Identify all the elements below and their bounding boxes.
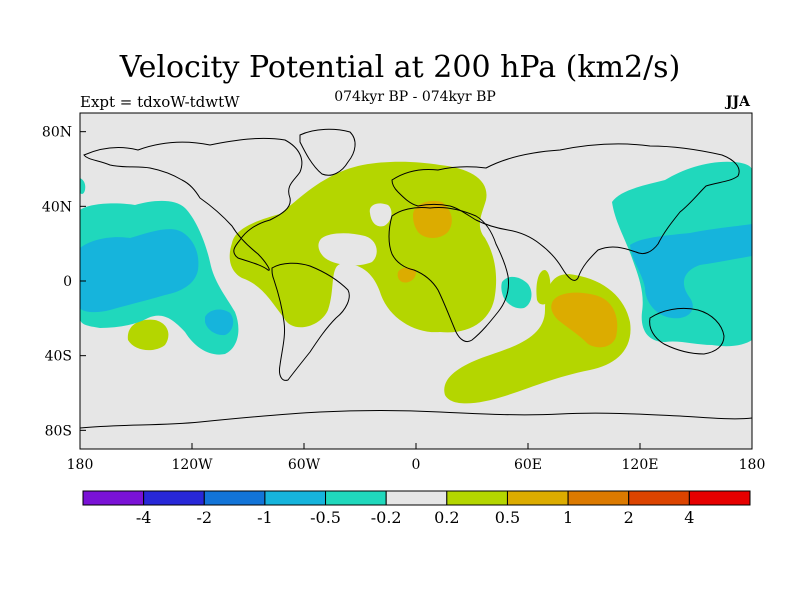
lat-tick-label: 40S <box>45 349 72 365</box>
lon-tick-label: 180 <box>67 457 94 473</box>
colorbar-swatch <box>264 490 327 506</box>
lon-tick-label: 60W <box>288 457 321 473</box>
strong-positive-region-gulf-guinea <box>397 267 416 283</box>
map-subtitle: 074kyr BP - 074kyr BP <box>334 89 496 105</box>
lon-tick-label: 0 <box>412 457 421 473</box>
colorbar-label: 1 <box>563 508 573 527</box>
positive-region-arabian-strip <box>536 270 551 305</box>
colorbar-label: 2 <box>624 508 634 527</box>
colorbar-swatch <box>82 490 145 506</box>
coastline-north-america <box>83 137 303 271</box>
colorbar-swatch <box>446 490 508 506</box>
colorbar-label: -2 <box>196 508 212 527</box>
moderate-negative-region-west-pacific <box>630 224 752 319</box>
colorbar-label: -0.2 <box>371 508 402 527</box>
coastline-greenland <box>299 128 356 176</box>
colorbar-label: 4 <box>684 508 694 527</box>
lon-tick-label: 180 <box>739 457 766 473</box>
moderate-negative-region-east-pacific <box>80 229 199 313</box>
positive-region-north-atlantic-hole <box>369 203 392 227</box>
colorbar-swatch <box>325 490 387 506</box>
colorbar: -4 -2 -1 -0.5 -0.2 0.2 0.5 1 2 4 <box>82 490 751 527</box>
colorbar-label: 0.2 <box>434 508 459 527</box>
season-label: JJA <box>725 94 750 110</box>
lat-tick-label: 0 <box>63 274 72 290</box>
colorbar-swatch <box>688 490 751 506</box>
positive-region-central-atlantic-hole <box>318 233 377 266</box>
colorbar-label: -1 <box>257 508 273 527</box>
coastline-africa <box>388 207 509 343</box>
colorbar-swatch <box>203 490 266 506</box>
axis-ticks: 180 120W 60W 0 60E 120E 180 80N 40N 0 40S 80S <box>42 125 765 473</box>
colorbar-label: -0.5 <box>310 508 341 527</box>
positive-region-south-pacific <box>127 319 169 351</box>
negative-region-atlantic-edge <box>80 178 86 194</box>
colorbar-swatch <box>506 490 569 506</box>
colorbar-swatch <box>567 490 630 506</box>
colorbar-swatch <box>385 490 448 506</box>
coastline-antarctica <box>80 410 752 429</box>
map-title: Velocity Potential at 200 hPa (km2/s) <box>119 50 681 85</box>
lon-tick-label: 120E <box>622 457 659 473</box>
strong-positive-region-sahara <box>413 200 452 238</box>
coastline-australia <box>649 307 725 355</box>
plot-area: 180 120W 60W 0 60E 120E 180 80N 40N 0 40S 80S <box>42 112 765 473</box>
colorbar-swatch <box>628 490 690 506</box>
lat-tick-label: 80S <box>45 423 72 439</box>
colorbar-label: -4 <box>136 508 152 527</box>
lat-tick-label: 40N <box>42 199 72 215</box>
coastlines <box>80 128 752 429</box>
colorbar-swatch <box>143 490 205 506</box>
lon-tick-label: 60E <box>514 457 542 473</box>
moderate-negative-region-south-pacific <box>205 309 234 336</box>
coastline-south-america <box>271 262 350 381</box>
strong-positive-region-indian-ocean <box>551 292 618 348</box>
lat-tick-label: 80N <box>42 125 72 141</box>
experiment-label: Expt = tdxoW-tdwtW <box>80 93 240 111</box>
colorbar-label: 0.5 <box>495 508 520 527</box>
lon-tick-label: 120W <box>171 457 213 473</box>
